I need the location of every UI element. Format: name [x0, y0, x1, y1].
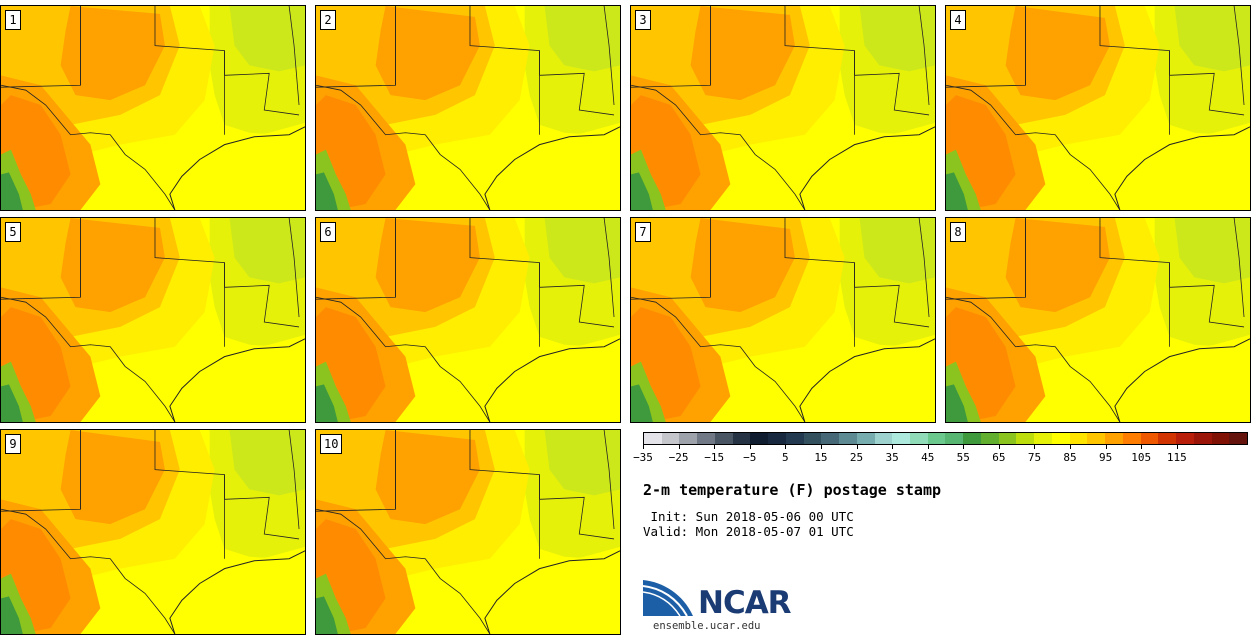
colorbar-tick-labels: −35 −25 −15 −5 5 15 25 35 45 55 65 75 85 95 105 115 [633, 451, 1248, 465]
colorbar-ticks [643, 445, 1248, 450]
member-label: 6 [320, 222, 336, 242]
colorbar-tick-label: 105 [1131, 451, 1152, 464]
colorbar-segment [927, 433, 946, 444]
site-url: ensemble.ucar.edu [653, 620, 761, 632]
colorbar-segment [1229, 433, 1247, 444]
colorbar-segment [945, 433, 964, 444]
colorbar-tick-label: −15 [704, 451, 725, 464]
colorbar-tick-label: 85 [1063, 451, 1077, 464]
colorbar-tick [749, 445, 751, 449]
map-panel: 8 [945, 217, 1251, 423]
colorbar-segment [750, 433, 769, 444]
colorbar [643, 432, 1248, 445]
map-panel: 5 [0, 217, 306, 423]
valid-time: Valid: Mon 2018-05-07 01 UTC [643, 524, 854, 539]
colorbar-tick [785, 445, 787, 449]
colorbar-tick [963, 445, 965, 449]
member-label: 9 [5, 434, 21, 454]
chart-title: 2-m temperature (F) postage stamp [643, 481, 942, 499]
member-label: 5 [5, 222, 21, 242]
colorbar-segment [1105, 433, 1123, 444]
colorbar-segment [803, 433, 822, 444]
map-panel: 4 [945, 5, 1251, 211]
colorbar-segment [679, 433, 698, 444]
colorbar-tick-label: 15 [814, 451, 828, 464]
colorbar-tick-label: −5 [743, 451, 757, 464]
map-panel: 9 [0, 429, 306, 635]
colorbar-segment [785, 433, 804, 444]
colorbar-segment [1176, 433, 1194, 444]
colorbar-tick [892, 445, 894, 449]
colorbar-segment [980, 433, 999, 444]
map-panel: 3 [630, 5, 936, 211]
map-panel: 7 [630, 217, 936, 423]
map-panel: 10 [315, 429, 621, 635]
member-label: 1 [5, 10, 21, 30]
colorbar-segment [856, 433, 875, 444]
colorbar-segment [1087, 433, 1106, 444]
colorbar-segment [998, 433, 1017, 444]
colorbar-tick-label: 25 [849, 451, 864, 464]
colorbar-segment [714, 433, 733, 444]
colorbar-segment [644, 433, 662, 444]
colorbar-tick [714, 445, 716, 449]
colorbar-segment [1034, 433, 1052, 444]
colorbar-tick [1141, 445, 1143, 449]
colorbar-tick-label: 95 [1099, 451, 1113, 464]
member-label: 7 [635, 222, 651, 242]
colorbar-tick [856, 445, 858, 449]
colorbar-tick [998, 445, 1000, 449]
colorbar-tick [1176, 445, 1178, 449]
colorbar-segment [697, 433, 715, 444]
colorbar-tick-label: 35 [885, 451, 899, 464]
member-label: 8 [950, 222, 966, 242]
colorbar-segment [839, 433, 857, 444]
colorbar-segment [1211, 433, 1230, 444]
map-panel: 2 [315, 5, 621, 211]
colorbar-tick-label: 55 [956, 451, 970, 464]
colorbar-segment [768, 433, 786, 444]
colorbar-segment [1051, 433, 1070, 444]
init-time: Init: Sun 2018-05-06 00 UTC [643, 509, 854, 524]
colorbar-tick [1070, 445, 1072, 449]
member-label: 3 [635, 10, 651, 30]
ncar-logo-icon [643, 580, 693, 617]
colorbar-tick-label: 65 [992, 451, 1006, 464]
member-label: 4 [950, 10, 966, 30]
colorbar-segment [892, 433, 911, 444]
colorbar-tick-label: 45 [921, 451, 935, 464]
map-panel: 1 [0, 5, 306, 211]
colorbar-tick-label: 75 [1027, 451, 1042, 464]
colorbar-segment [910, 433, 928, 444]
colorbar-segment [1069, 433, 1088, 444]
colorbar-tick-label: −25 [668, 451, 689, 464]
colorbar-segment [1158, 433, 1177, 444]
colorbar-tick [1034, 445, 1036, 449]
map-panel: 6 [315, 217, 621, 423]
colorbar-segment [661, 433, 680, 444]
colorbar-tick-label: −35 [633, 451, 653, 464]
colorbar-segment [1140, 433, 1159, 444]
colorbar-segment [821, 433, 840, 444]
ncar-logo-text: NCAR [698, 585, 792, 621]
colorbar-tick [1105, 445, 1107, 449]
colorbar-tick-label: 5 [782, 451, 789, 464]
colorbar-segment [1016, 433, 1035, 444]
colorbar-segment [874, 433, 893, 444]
colorbar-tick-label: 115 [1166, 451, 1187, 464]
colorbar-segment [1122, 433, 1141, 444]
colorbar-segment [963, 433, 981, 444]
colorbar-segment [1193, 433, 1212, 444]
member-label: 2 [320, 10, 336, 30]
colorbar-tick [643, 445, 644, 449]
colorbar-tick [927, 445, 929, 449]
colorbar-tick [820, 445, 822, 449]
member-label: 10 [320, 434, 343, 454]
colorbar-segment [732, 433, 751, 444]
colorbar-tick [678, 445, 680, 449]
